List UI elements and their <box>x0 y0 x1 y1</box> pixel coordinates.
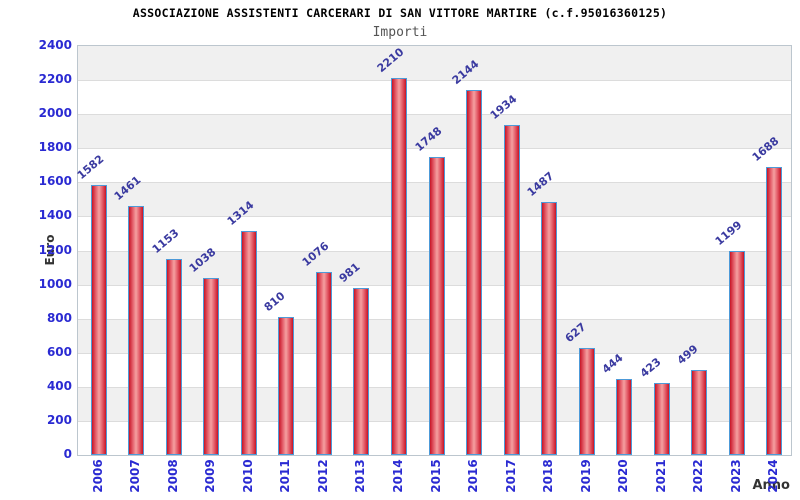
bar <box>728 250 745 455</box>
gridline <box>78 114 791 116</box>
y-tick-label: 600 <box>46 344 72 359</box>
bar-value-label: 1582 <box>74 152 107 183</box>
bar <box>128 206 145 455</box>
plot-band <box>78 46 791 81</box>
x-tick-label: 2010 <box>240 459 255 493</box>
plot-band <box>78 114 791 149</box>
gridline <box>78 148 791 150</box>
x-tick-label: 2021 <box>653 459 668 493</box>
bar <box>203 278 220 455</box>
x-tick-label: 2006 <box>90 459 105 493</box>
y-tick-label: 1000 <box>38 276 72 291</box>
bar <box>428 157 445 455</box>
x-tick-label: 2023 <box>728 459 743 493</box>
bar-value-label: 423 <box>637 355 664 380</box>
bar <box>165 258 182 455</box>
bar <box>90 185 107 455</box>
bar-value-label: 444 <box>599 351 626 377</box>
bar <box>578 348 595 455</box>
x-tick-label: 2020 <box>616 459 631 493</box>
y-tick-label: 2000 <box>38 106 72 121</box>
bar <box>278 316 295 455</box>
y-tick-label: 1600 <box>38 174 72 189</box>
chart-subtitle: Importi <box>372 25 428 40</box>
y-tick-label: 0 <box>63 447 72 461</box>
x-tick-label: 2022 <box>691 459 706 493</box>
chart-title: ASSOCIAZIONE ASSISTENTI CARCERARI DI SAN… <box>132 6 668 20</box>
bar <box>616 379 633 455</box>
y-tick-label: 1800 <box>38 140 72 155</box>
y-tick-label: 1400 <box>38 208 72 223</box>
plot-area: 1582 1461 1153 1038 1314 810 1076 981 2210 1748 21… <box>74 45 792 456</box>
bar <box>766 167 783 455</box>
x-tick-label: 2017 <box>503 459 518 493</box>
x-tick-label: 2015 <box>428 459 443 493</box>
x-tick-label: 2014 <box>390 459 405 493</box>
gridline <box>78 80 791 82</box>
x-tick-label: 2009 <box>203 459 218 493</box>
bar <box>691 369 708 455</box>
bar <box>315 271 332 455</box>
y-tick-label: 2400 <box>38 38 72 52</box>
bar <box>240 231 257 455</box>
bar <box>390 78 407 455</box>
y-tick-label: 1200 <box>38 242 72 257</box>
y-tick-label: 800 <box>46 310 72 325</box>
x-tick-label: 2016 <box>466 459 481 493</box>
y-tick-label: 2200 <box>38 72 72 87</box>
x-tick-label: 2007 <box>128 459 143 493</box>
x-axis-title: Anno <box>752 478 790 493</box>
x-tick-label: 2012 <box>315 459 330 493</box>
y-tick-label: 400 <box>46 378 72 393</box>
x-tick-label: 2019 <box>578 459 593 493</box>
x-tick-label: 2018 <box>541 459 556 493</box>
bar-value-label: 810 <box>262 289 288 314</box>
x-tick-label: 2011 <box>278 459 293 493</box>
bar <box>353 287 370 455</box>
x-tick-label: 2024 <box>766 459 781 493</box>
bar <box>653 382 670 455</box>
y-tick-label: 200 <box>46 412 72 427</box>
bar <box>503 125 520 455</box>
x-tick-label: 2013 <box>353 459 368 493</box>
bar-value-label: 1199 <box>712 218 745 248</box>
bar <box>466 89 483 455</box>
bar <box>541 201 558 455</box>
x-tick-label: 2008 <box>165 459 180 493</box>
